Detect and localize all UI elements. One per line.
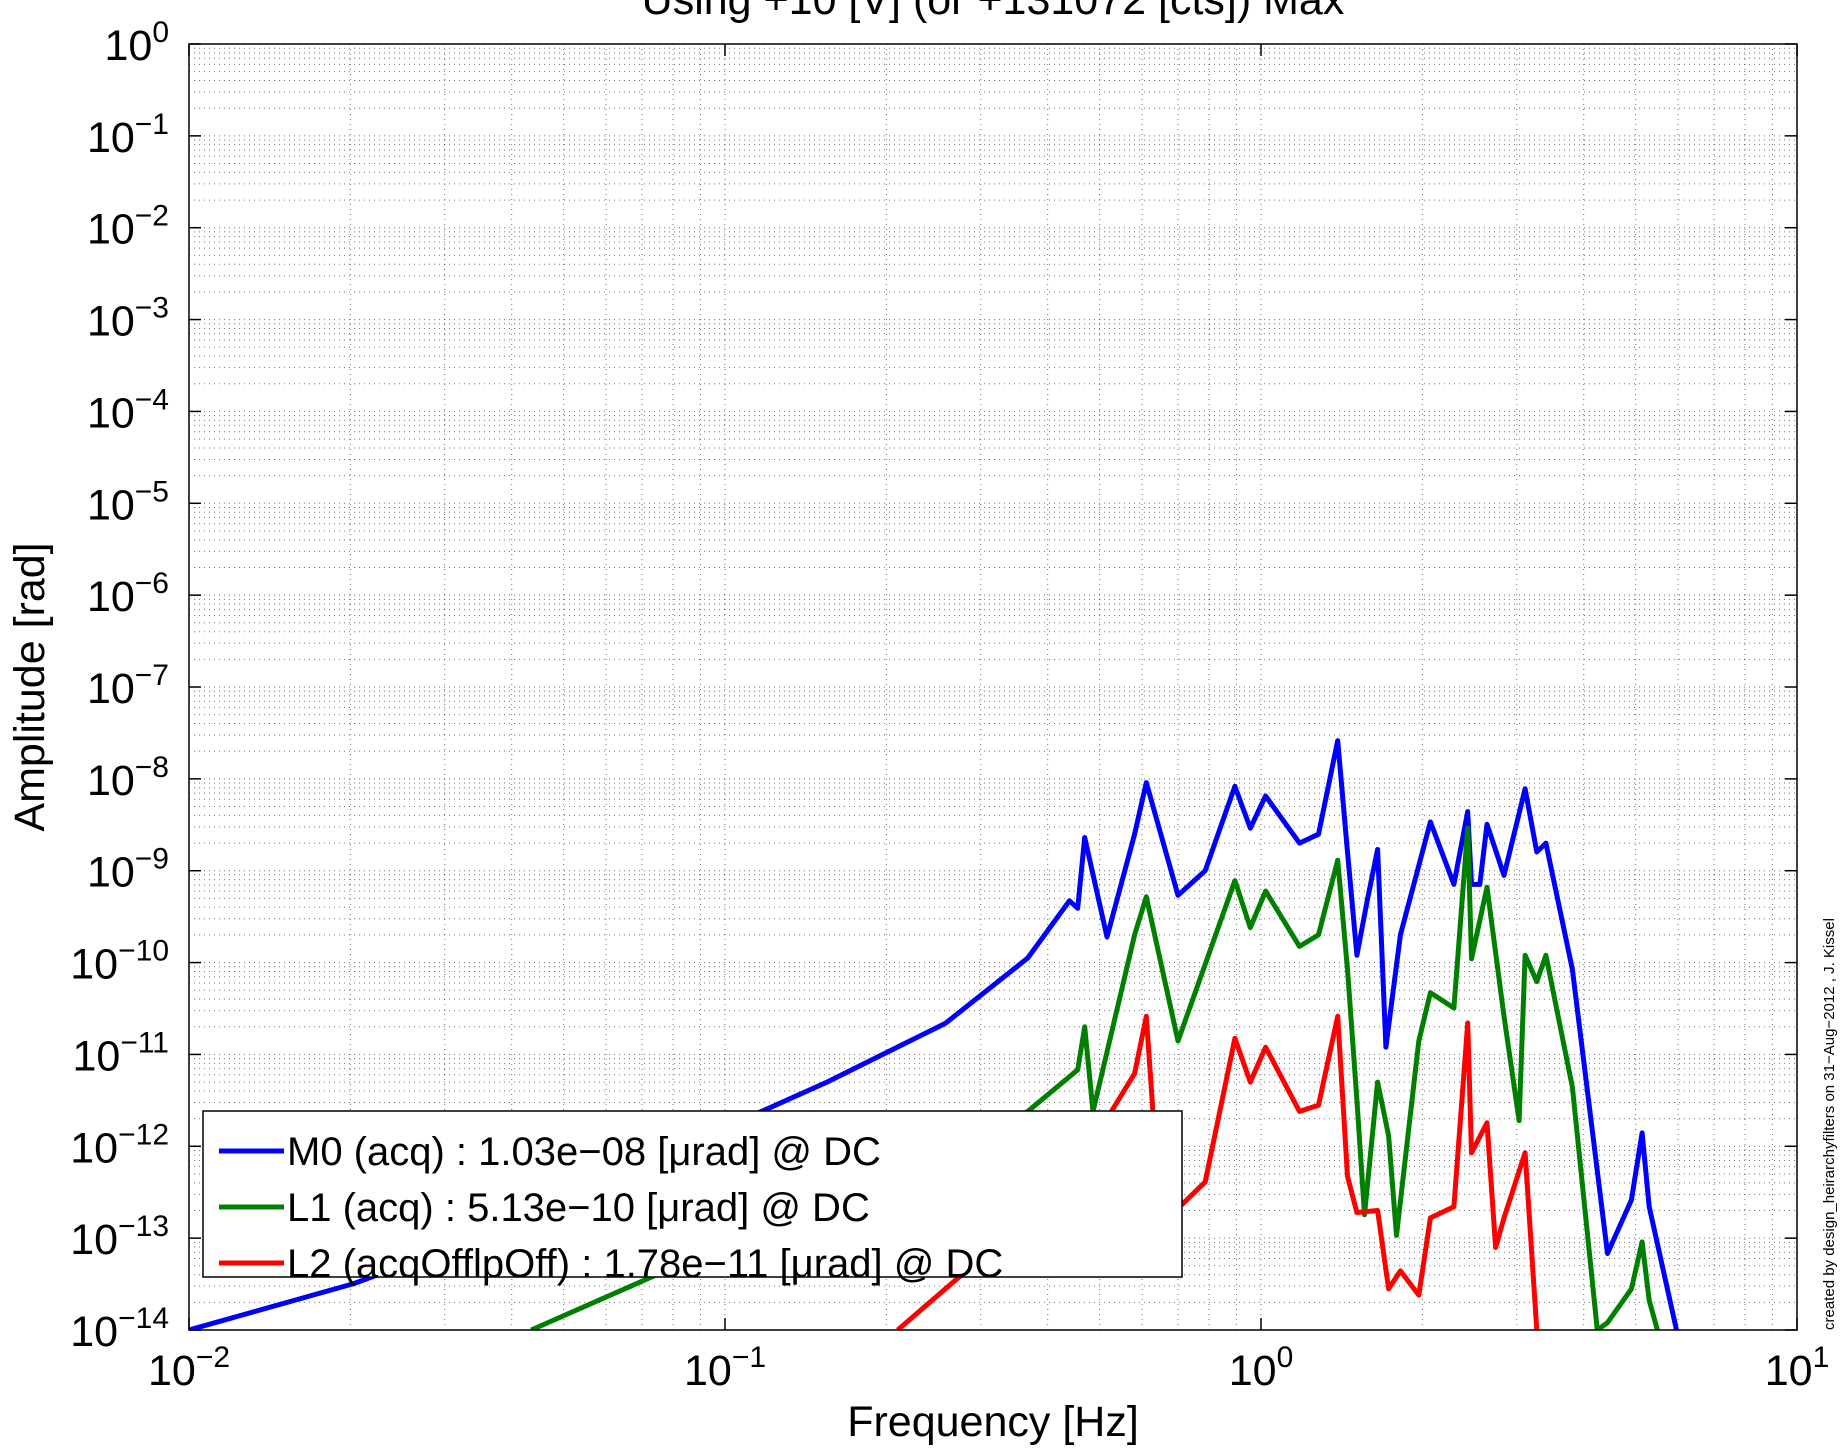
y-tick-label: 10−5 <box>87 475 169 529</box>
x-axis-label: Frequency [Hz] <box>847 1398 1139 1446</box>
series-line <box>189 738 1679 1330</box>
y-tick-label: 10−1 <box>87 108 169 162</box>
legend-label: L2 (acqOfflpOff) : 1.78e−11 [μrad] @ DC <box>287 1242 1003 1286</box>
plot-frame <box>188 43 1798 1331</box>
y-tick-label: 10−7 <box>87 659 169 713</box>
legend: M0 (acq) : 1.03e−08 [μrad] @ DC L1 (acq) … <box>202 1110 1183 1286</box>
chart-title: Using +10 [V] (or +131072 [cts]) Max <box>642 0 1345 24</box>
y-tick-label: 10−3 <box>87 292 169 346</box>
x-tick-label: 10−1 <box>684 1341 766 1395</box>
y-tick-label: 10−12 <box>70 1118 169 1172</box>
y-tick-label: 10−11 <box>72 1026 169 1080</box>
y-tick-label: 100 <box>104 16 169 70</box>
series-line <box>896 1013 1540 1330</box>
x-tick-label: 10−2 <box>148 1341 230 1395</box>
y-tick-label: 10−13 <box>70 1210 169 1264</box>
y-axis-label: Amplitude [rad] <box>6 542 54 831</box>
x-tick-label: 101 <box>1765 1341 1830 1395</box>
y-tick-label: 10−9 <box>87 843 169 897</box>
annotation: created by design_heirarchyfilters on 31… <box>1821 918 1838 1330</box>
y-tick-label: 10−6 <box>87 567 169 621</box>
y-tick-label: 10−4 <box>87 383 169 437</box>
y-tick-label: 10−14 <box>70 1302 169 1356</box>
y-tick-label: 10−8 <box>87 751 169 805</box>
x-tick-label: 100 <box>1229 1341 1294 1395</box>
legend-label: M0 (acq) : 1.03e−08 [μrad] @ DC <box>287 1130 881 1174</box>
series-line <box>530 825 1660 1330</box>
legend-box <box>202 1110 1183 1278</box>
legend-label: L1 (acq) : 5.13e−10 [μrad] @ DC <box>287 1186 870 1230</box>
y-tick-label: 10−10 <box>70 935 169 989</box>
y-tick-label: 10−2 <box>87 200 169 254</box>
